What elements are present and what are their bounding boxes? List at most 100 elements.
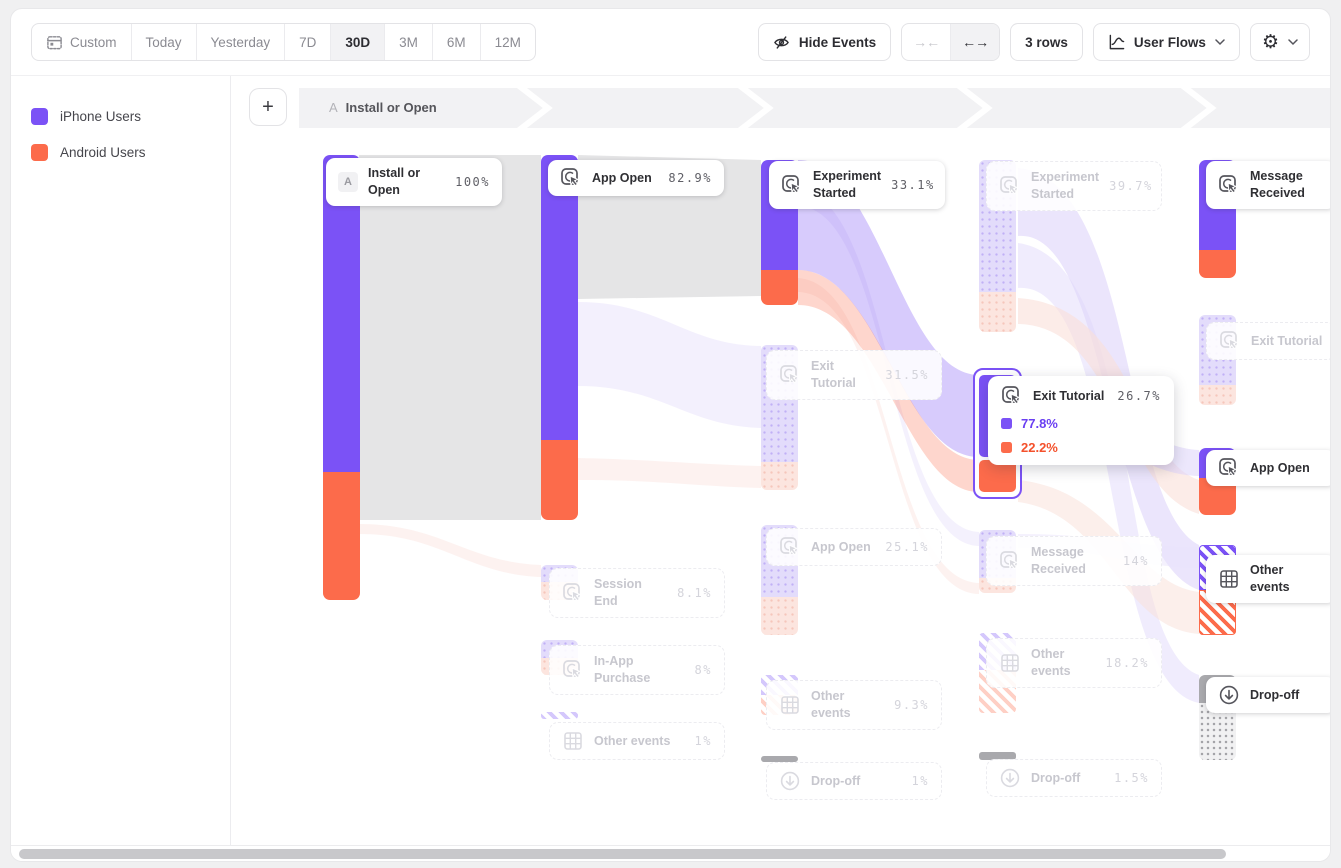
node-label: Other events xyxy=(1250,563,1290,594)
chart-header: + A Install or Open xyxy=(249,88,1330,128)
gear-icon: ⚙ xyxy=(1261,30,1279,53)
node-label: App Open xyxy=(811,539,871,554)
series-swatch xyxy=(1001,442,1012,453)
series-swatch xyxy=(1001,418,1012,429)
node-bar-exit-tutorial-s3[interactable] xyxy=(761,462,798,490)
node-card-install-or-open-s1[interactable]: A Install or Open 100% xyxy=(326,158,502,206)
node-card-other-events-s5[interactable]: Other events xyxy=(1206,555,1330,603)
date-range-6m[interactable]: 6M xyxy=(433,24,481,60)
legend-item[interactable]: Android Users xyxy=(31,134,210,170)
view-selector-button[interactable]: User Flows xyxy=(1092,23,1240,61)
node-bar-exit-tutorial-s5[interactable] xyxy=(1199,385,1236,405)
legend-label: Android Users xyxy=(60,144,146,160)
node-card-experiment-started-s3[interactable]: Experiment Started 33.1% xyxy=(769,161,945,209)
chevron-down-icon xyxy=(1288,38,1298,45)
node-label: App Open xyxy=(592,170,652,185)
settings-button[interactable]: ⚙ xyxy=(1249,23,1310,61)
node-card-other-events-s3[interactable]: Other events 9.3% xyxy=(766,680,942,730)
node-bar-drop-off-s3[interactable] xyxy=(761,756,798,762)
date-range-today[interactable]: Today xyxy=(132,24,197,60)
legend-panel: iPhone Users Android Users xyxy=(11,76,231,846)
node-bar-app-open-s3[interactable] xyxy=(761,597,798,635)
node-bar-app-open-s2[interactable] xyxy=(541,155,578,440)
node-pct: 8.1% xyxy=(677,585,712,600)
node-tooltip-exit-tutorial-s4: Exit Tutorial 26.7% 77.8% 22.2% xyxy=(988,376,1174,465)
legend-swatch xyxy=(31,143,48,161)
breadcrumb-step-label[interactable]: A Install or Open xyxy=(329,88,437,128)
node-card-other-events-s2[interactable]: Other events 1% xyxy=(549,722,725,760)
date-range-label: 7D xyxy=(299,34,317,50)
dropoff-icon xyxy=(1000,768,1020,788)
node-pct: 18.2% xyxy=(1105,655,1149,670)
node-label: Other events xyxy=(594,733,671,748)
node-bar-install-or-open-s1[interactable] xyxy=(323,472,360,600)
node-bar-experiment-started-s3[interactable] xyxy=(761,270,798,305)
node-label: App Open xyxy=(1250,460,1310,475)
node-card-drop-off-s4[interactable]: Drop-off 1.5% xyxy=(986,759,1162,797)
node-bar-message-received-s5[interactable] xyxy=(1199,250,1236,278)
node-label: Session End xyxy=(594,577,642,608)
node-card-app-open-s5[interactable]: App Open xyxy=(1206,450,1330,486)
eye-off-icon xyxy=(774,35,789,49)
step-letter-badge: A xyxy=(338,171,358,192)
node-label: Exit Tutorial xyxy=(811,359,856,390)
event-icon xyxy=(1000,176,1019,195)
node-card-drop-off-s3[interactable]: Drop-off 1% xyxy=(766,762,942,800)
node-pct: 39.7% xyxy=(1109,178,1153,193)
calendar-icon xyxy=(47,35,62,49)
toolbar-right: Hide Events →← ←→ 3 rows User Flows ⚙ xyxy=(757,23,1310,61)
grid-icon xyxy=(564,732,582,750)
hide-events-label: Hide Events xyxy=(798,34,877,50)
node-bar-app-open-s2[interactable] xyxy=(541,440,578,520)
scrollbar-thumb[interactable] xyxy=(19,849,1226,859)
steps-breadcrumb: A Install or Open xyxy=(299,88,1330,128)
step-name: Install or Open xyxy=(345,100,437,115)
date-range-7d[interactable]: 7D xyxy=(285,24,332,60)
event-icon xyxy=(1219,458,1238,477)
toolbar: Custom Today Yesterday 7D 30D 3M 6M 12M Hide Ev… xyxy=(11,9,1330,75)
node-bar-drop-off-s4[interactable] xyxy=(979,752,1016,760)
node-card-exit-tutorial-s3[interactable]: Exit Tutorial 31.5% xyxy=(766,350,942,400)
rows-button[interactable]: 3 rows xyxy=(1010,23,1083,61)
grid-icon xyxy=(1220,570,1238,588)
expand-columns-button[interactable]: ←→ xyxy=(951,24,1000,60)
node-card-drop-off-s5[interactable]: Drop-off xyxy=(1206,677,1330,713)
node-card-exit-tutorial-s5[interactable]: Exit Tutorial xyxy=(1206,322,1330,360)
node-bar-install-or-open-s1[interactable] xyxy=(323,155,360,472)
node-bar-experiment-started-s4[interactable] xyxy=(979,292,1016,332)
node-pct: 25.1% xyxy=(885,540,929,554)
hide-events-button[interactable]: Hide Events xyxy=(757,23,892,61)
hovered-node-bar-exit-tutorial-s4[interactable] xyxy=(979,460,1016,492)
node-card-other-events-s4[interactable]: Other events 18.2% xyxy=(986,638,1162,688)
add-step-button[interactable]: + xyxy=(249,88,287,126)
date-range-3m[interactable]: 3M xyxy=(385,24,433,60)
node-label: In-App Purchase xyxy=(594,654,651,685)
date-range-30d[interactable]: 30D xyxy=(331,24,386,60)
series-pct: 22.2% xyxy=(1021,440,1058,455)
node-card-app-open-s3[interactable]: App Open 25.1% xyxy=(766,528,942,566)
node-bar-other-events-s2[interactable] xyxy=(541,712,578,719)
node-card-message-received-s4[interactable]: Message Received 14% xyxy=(986,536,1162,586)
node-label: Experiment Started xyxy=(813,169,882,200)
date-range-yesterday[interactable]: Yesterday xyxy=(197,24,286,60)
step-letter: A xyxy=(329,100,338,115)
node-pct: 82.9% xyxy=(668,171,712,185)
event-icon xyxy=(561,168,580,187)
series-pct: 77.8% xyxy=(1021,416,1058,431)
event-icon xyxy=(1000,551,1019,570)
date-range-custom[interactable]: Custom xyxy=(32,24,132,60)
flows-chart-area: + A Install or Open xyxy=(231,76,1330,846)
node-label: Install or Open xyxy=(368,166,421,197)
legend-item[interactable]: iPhone Users xyxy=(31,98,210,134)
collapse-columns-button[interactable]: →← xyxy=(902,24,952,60)
dropoff-icon xyxy=(1219,685,1239,705)
date-range-label: Today xyxy=(145,34,182,50)
node-card-session-end-s2[interactable]: Session End 8.1% xyxy=(549,568,725,618)
sankey-canvas: A Install or Open 100% App Open 82.9% Session… xyxy=(231,128,1330,846)
node-card-app-open-s2[interactable]: App Open 82.9% xyxy=(548,160,724,196)
node-card-message-received-s5[interactable]: Message Received xyxy=(1206,161,1330,209)
node-card-experiment-started-s4[interactable]: Experiment Started 39.7% xyxy=(986,161,1162,211)
date-range-12m[interactable]: 12M xyxy=(481,24,535,60)
node-pct: 31.5% xyxy=(885,367,929,382)
node-card-in-app-purchase-s2[interactable]: In-App Purchase 8% xyxy=(549,645,725,695)
